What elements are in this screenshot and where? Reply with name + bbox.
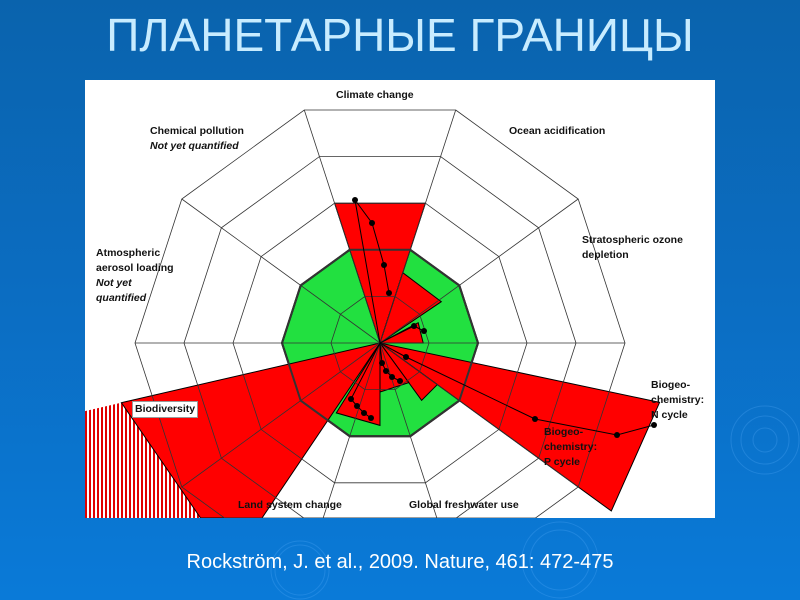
grid-spoke [181,198,381,344]
label-line: Chemical pollution [150,125,244,137]
label-line: depletion [582,249,629,261]
grid-spoke [181,342,381,488]
trajectory-point [368,415,374,421]
grid-ring [183,156,577,518]
trajectory-point [411,323,417,329]
label-climate-change: Climate change [336,89,414,101]
radar-chart [85,109,661,518]
label-freshwater-use: Global freshwater use [409,499,519,511]
not-quantified-note: Not yet quantified [150,140,239,152]
label-line: Biogeo- [544,426,584,438]
label-line: aerosol loading [96,262,174,274]
citation-caption: Rockström, J. et al., 2009. Nature, 461:… [186,551,614,573]
trajectory-point [403,354,409,360]
label-land-system-change: Land system change [238,499,342,511]
label-p-cycle: Biogeo- chemistry: P cycle [544,425,597,470]
grid-spoke [303,109,381,344]
trajectory-point [651,422,657,428]
grid-spoke [379,342,438,518]
grid-spoke [379,342,579,488]
label-line: chemistry: [544,441,598,453]
grid-spoke [322,342,381,518]
trajectory-point [361,410,367,416]
grid-spoke [379,109,457,344]
label-ocean-acidification: Ocean acidification [509,125,606,137]
planetary-boundaries-diagram: Climate change Ocean acidification Strat… [85,80,715,518]
label-line: N cycle [651,409,688,421]
trajectory-point [348,396,354,402]
trajectory-point [379,360,385,366]
label-line: Stratospheric ozone [582,234,683,246]
label-biodiversity: Biodiversity [132,401,199,418]
grid-spoke [379,198,579,344]
trajectory-point [389,374,395,380]
trajectory-point [354,403,360,409]
not-quantified-note: Not yet [96,277,132,289]
label-line: chemistry: [651,394,705,406]
label-n-cycle: Biogeo- chemistry: N cycle [651,378,704,423]
label-line: P cycle [544,456,581,468]
label-chemical-pollution: Chemical pollution Not yet quantified [150,124,244,154]
trajectory-point [421,328,427,334]
trajectory-point [383,368,389,374]
trajectory-point [369,220,375,226]
trajectory-point [397,378,403,384]
not-quantified-note: quantified [96,292,147,304]
trajectory-point [381,262,387,268]
slide-title: ПЛАНЕТАРНЫЕ ГРАНИЦЫ [106,9,694,61]
label-line: Atmospheric [96,247,161,259]
grid-ring [134,109,626,518]
trajectory-point [614,432,620,438]
label-ozone-depletion: Stratospheric ozone depletion [582,233,683,263]
label-line: Biogeo- [651,379,691,391]
wedge-biodiversity [120,342,382,518]
trajectory-point [386,290,392,296]
trajectory-point [532,416,538,422]
trajectory-point [352,197,358,203]
label-aerosol-loading: Atmospheric aerosol loading Not yet quan… [96,246,174,306]
